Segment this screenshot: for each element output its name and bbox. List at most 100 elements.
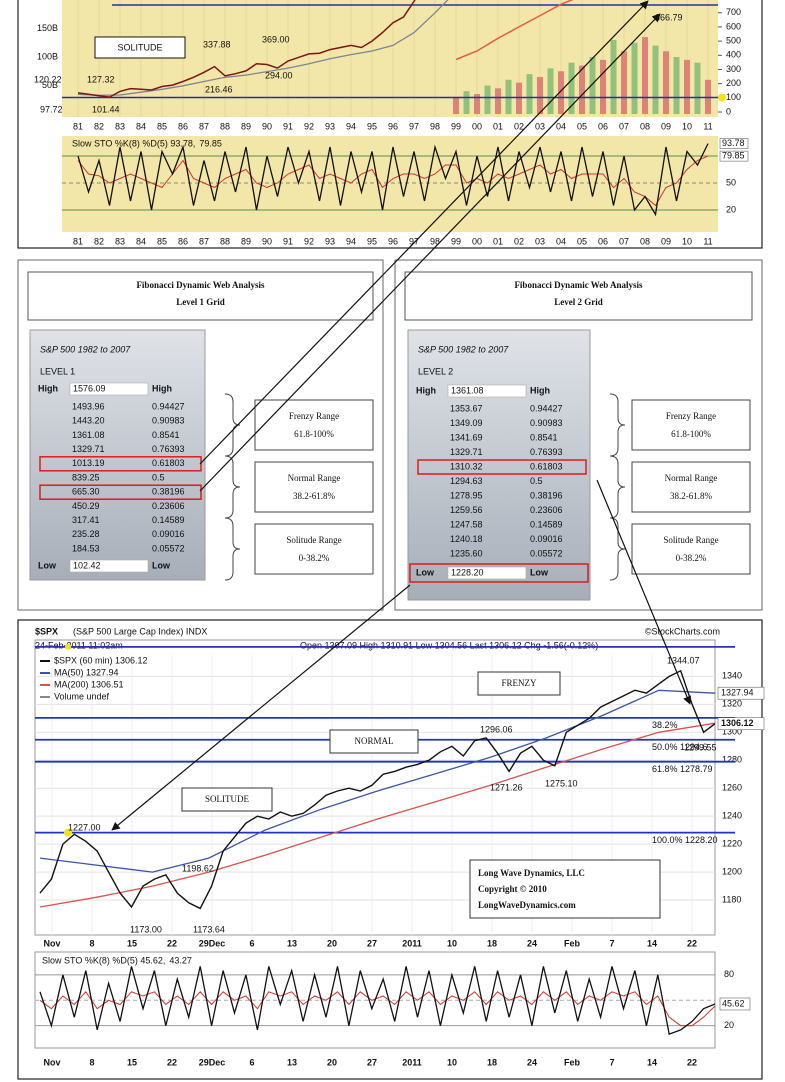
ratio-value: 0.8541: [152, 430, 180, 440]
x-tick-label: 09: [661, 236, 671, 246]
marker-dot: [64, 828, 72, 837]
ratio-value: 0.90983: [530, 418, 563, 428]
level-value: 1235.60: [450, 548, 483, 558]
range-box: [631, 461, 751, 513]
level-value: 1294.63: [450, 476, 483, 486]
annotation: 1173.64: [193, 924, 225, 934]
annotation: 666.79: [655, 12, 683, 22]
ratio-value: 0.94427: [530, 403, 563, 413]
range-name: Normal Range: [665, 473, 718, 483]
legend-text: 43.27: [169, 955, 192, 965]
volume-bar: [589, 57, 596, 114]
annotation: 1198.62: [182, 863, 214, 873]
table-panel: [407, 329, 591, 601]
arrow: [199, 0, 649, 465]
range-box: [631, 523, 751, 575]
volume-bar: [600, 59, 606, 114]
x-tick-label: 15: [127, 938, 137, 948]
x-tick-label: 27: [367, 938, 377, 948]
level-value: 1443.20: [72, 416, 105, 426]
x-tick-label: 6: [249, 938, 254, 948]
brace: [224, 393, 241, 457]
annotation: 1296.06: [480, 724, 513, 734]
x-tick-label: 94: [346, 236, 356, 246]
level-value: 1341.69: [450, 432, 483, 442]
level-value: 1329.71: [450, 447, 483, 457]
x-tick-label: Feb: [564, 938, 581, 948]
x-tick-label: 96: [388, 236, 398, 246]
x-tick-label: 02: [514, 121, 524, 131]
x-tick-label: 88: [220, 236, 230, 246]
value-box: [719, 138, 749, 149]
x-tick-label: 24: [527, 938, 537, 948]
range-name: Frenzy Range: [666, 411, 716, 421]
level-value: 1361.08: [72, 430, 105, 440]
x-tick-label: 00: [472, 121, 482, 131]
range-span: 0-38.2%: [299, 553, 330, 563]
timestamp: 24-Feb-2011 11:02am: [35, 640, 123, 650]
ma-line: [455, 0, 574, 61]
level-value: 450.29: [72, 501, 100, 511]
y-tick-label: 20: [726, 204, 736, 214]
x-tick-label: 14: [647, 938, 657, 948]
last-value-label: 79.85: [722, 151, 745, 161]
y-tick-label: 1280: [722, 755, 742, 765]
legend-text: Slow STO %K(8) %D(5) 45.62,: [42, 955, 165, 965]
legend-entry: $SPX (60 min) 1306.12: [54, 655, 148, 665]
ratio-value: 0.38196: [530, 490, 563, 500]
x-tick-label: 81: [73, 121, 83, 131]
y-tick-label: 80: [724, 969, 734, 979]
x-tick-label: 10: [447, 938, 457, 948]
x-tick-label: 01: [493, 236, 503, 246]
x-tick-label: 2011: [402, 938, 422, 948]
grid-subtitle: Level 2 Grid: [554, 297, 603, 307]
y-tick-label: 20: [724, 1020, 734, 1030]
plot-background: [62, 136, 718, 232]
x-tick-label: 83: [115, 236, 125, 246]
ratio-value: 0.90983: [152, 416, 185, 426]
fib-label: 61.8% 1278.79: [652, 764, 713, 774]
x-tick-label: 87: [199, 121, 209, 131]
zone-label: NORMAL: [354, 736, 393, 746]
volume-bar: [537, 76, 543, 114]
value-box: [717, 717, 765, 731]
volume-bar: [652, 45, 659, 114]
level-value: 317.41: [72, 515, 100, 525]
x-tick-label: 05: [577, 121, 587, 131]
title-box: [27, 271, 374, 321]
x-tick-label: 98: [430, 121, 440, 131]
table-title: S&P 500 1982 to 2007: [40, 344, 131, 354]
quote: Open 1307.09 High 1310.91 Low 1304.56 La…: [300, 640, 598, 650]
x-tick-label: 10: [682, 236, 692, 246]
x-tick-label: 18: [487, 1057, 497, 1067]
x-tick-label: 10: [447, 1057, 457, 1067]
level-value: 235.28: [72, 529, 100, 539]
low-label: Low: [416, 567, 435, 577]
x-tick-label: 90: [262, 236, 272, 246]
x-tick-label: 10: [682, 121, 692, 131]
volume-bar: [558, 71, 564, 114]
level-value: 1349.09: [450, 418, 483, 428]
range-span: 0-38.2%: [676, 553, 707, 563]
volume-bar: [547, 68, 554, 114]
sto-d-line: [39, 990, 716, 1027]
last-value-label: 45.62: [722, 998, 745, 1008]
last-value-label: 1306.12: [721, 718, 754, 728]
volume-bar: [579, 65, 585, 114]
x-tick-label: 6: [249, 1057, 254, 1067]
brace: [224, 517, 241, 581]
volume-bar: [495, 88, 501, 114]
x-tick-label: 85: [157, 236, 167, 246]
annotation: 1271.26: [490, 782, 523, 792]
x-tick-label: 2011: [402, 1057, 422, 1067]
input-box: [69, 559, 149, 573]
ratio-value: 0.8541: [530, 432, 558, 442]
range-span: 61.8-100%: [294, 429, 334, 439]
ratio-value: 0.05572: [152, 543, 185, 553]
price-line: [39, 669, 715, 910]
annotation: 1275.10: [545, 778, 578, 788]
y-tick-label: 200: [726, 78, 741, 88]
x-tick-label: 27: [367, 1057, 377, 1067]
zone-label: FRENZY: [501, 678, 537, 688]
